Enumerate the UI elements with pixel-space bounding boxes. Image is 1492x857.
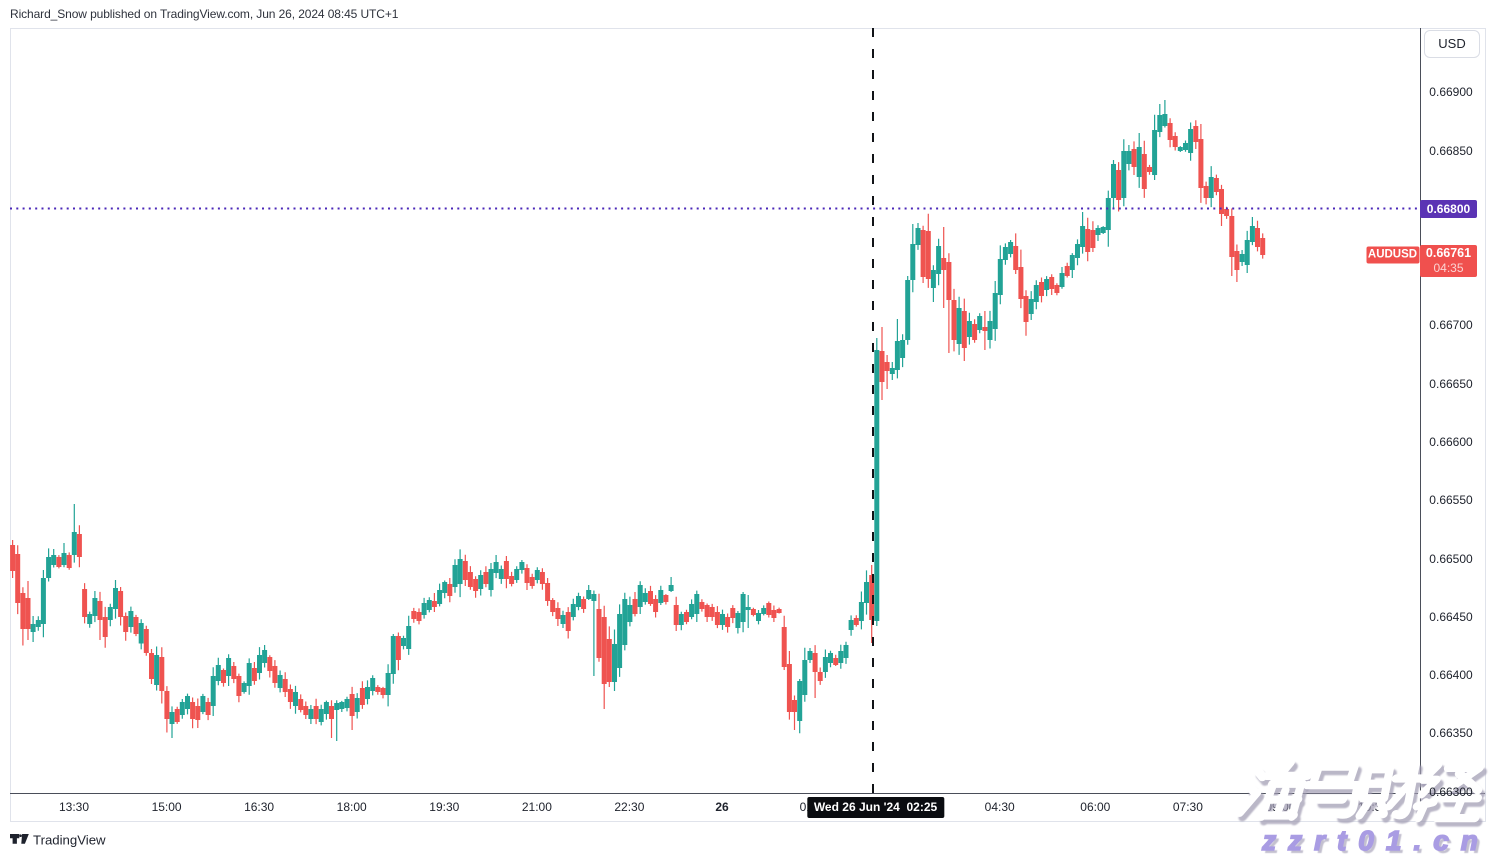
svg-text:TradingView: TradingView [33, 834, 106, 847]
